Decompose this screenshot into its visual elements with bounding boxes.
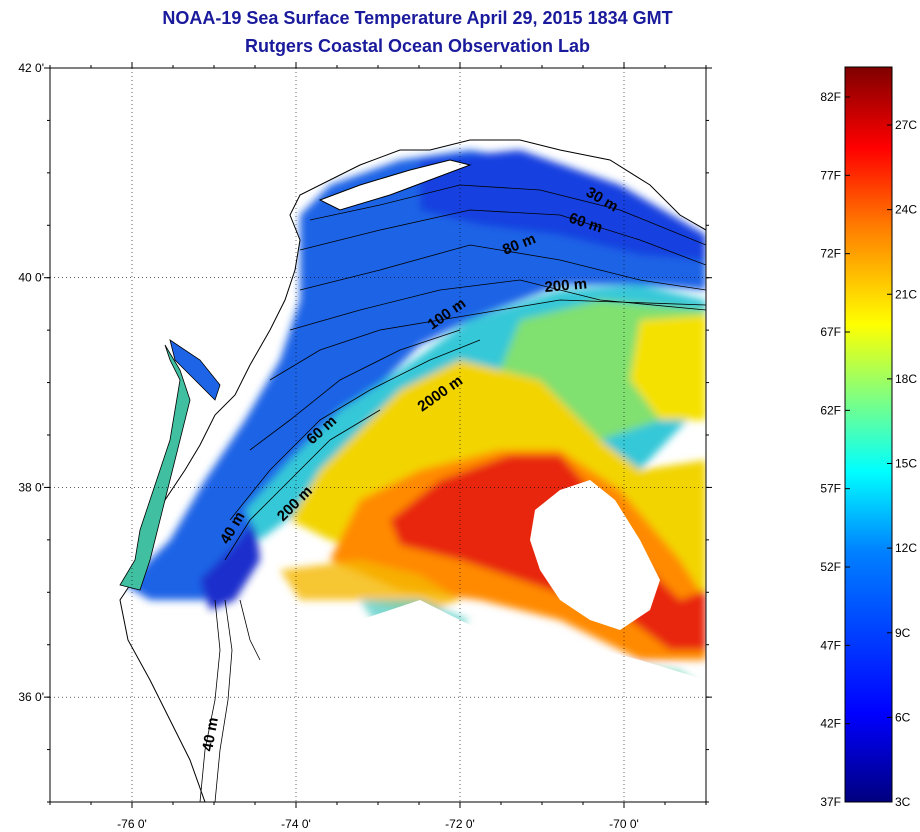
colorbar-c-label: 12C (895, 541, 917, 555)
colorbar-c-label: 18C (895, 372, 917, 386)
colorbar-f-label: 52F (820, 560, 841, 574)
colorbar-f-label: 37F (820, 795, 841, 809)
depth-label-200m-north: 200 m (544, 275, 588, 296)
colorbar-f-label: 82F (820, 90, 841, 104)
colorbar-c-label: 21C (895, 287, 917, 301)
bathymetry-contours (199, 184, 706, 802)
colorbar-c-label: 9C (895, 626, 911, 640)
colorbar-f-label: 62F (820, 403, 841, 417)
depth-label-40m-south: 40 m (199, 716, 222, 753)
colorbar-f-label: 77F (820, 168, 841, 182)
lat-tick-label: 36 0' (18, 690, 44, 704)
cloud-mask (530, 480, 660, 630)
long-island (318, 159, 472, 211)
colorbar-gradient (844, 66, 893, 803)
map-axes: 42 0' 40 0' 38 0' 36 0' -76 0' -74 0' -72 0' -7… (18, 61, 712, 831)
northern-shelf-deep-blue (420, 150, 706, 260)
lon-tick-label: -74 0' (281, 817, 311, 831)
delaware-bay (169, 339, 221, 401)
nearshore-dark-blue (200, 520, 260, 610)
colorbar-c-label: 3C (895, 795, 911, 809)
warm-water-yellow-east (630, 315, 706, 420)
colorbar-c-label: 24C (895, 203, 917, 217)
cloud-mask-south (300, 600, 706, 802)
lon-tick-label: -72 0' (445, 817, 475, 831)
colorbar-c-label: 15C (895, 457, 917, 471)
sst-field (50, 68, 706, 802)
colorbar-f-label: 67F (820, 325, 841, 339)
colorbar-c-label: 27C (895, 118, 917, 132)
lon-tick-label: -70 0' (609, 817, 639, 831)
land-mass (50, 68, 706, 802)
map-subtitle: Rutgers Coastal Ocean Observation Lab (244, 36, 591, 56)
colorbar-f-label: 57F (820, 482, 841, 496)
lat-tick-label: 42 0' (18, 61, 44, 75)
colorbar-c-label: 6C (895, 710, 911, 724)
colorbar: 82F 77F 72F 67F 62F 57F 52F 47F 42F 37F 27C 24C 21C 1… (820, 66, 917, 809)
map-title: NOAA-19 Sea Surface Temperature April 29… (162, 8, 673, 28)
chesapeake-bay (119, 344, 191, 591)
colorbar-f-label: 42F (820, 717, 841, 731)
lat-tick-label: 38 0' (18, 480, 44, 494)
lat-tick-label: 40 0' (18, 271, 44, 285)
colorbar-f-label: 47F (820, 638, 841, 652)
lon-tick-label: -76 0' (117, 817, 147, 831)
colorbar-f-label: 72F (820, 247, 841, 261)
